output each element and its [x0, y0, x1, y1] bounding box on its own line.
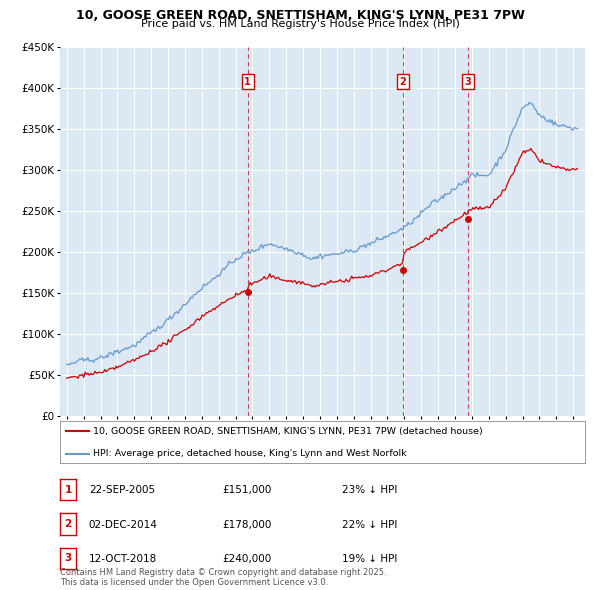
Text: 02-DEC-2014: 02-DEC-2014 — [89, 520, 158, 530]
Text: 2: 2 — [400, 77, 406, 87]
Text: 19% ↓ HPI: 19% ↓ HPI — [342, 554, 397, 564]
Text: 3: 3 — [465, 77, 472, 87]
Text: 3: 3 — [64, 553, 72, 563]
Text: 1: 1 — [244, 77, 251, 87]
Text: 2: 2 — [64, 519, 72, 529]
Text: Price paid vs. HM Land Registry's House Price Index (HPI): Price paid vs. HM Land Registry's House … — [140, 19, 460, 30]
Text: 12-OCT-2018: 12-OCT-2018 — [89, 554, 157, 564]
Text: 23% ↓ HPI: 23% ↓ HPI — [342, 486, 397, 496]
Text: 1: 1 — [64, 485, 72, 494]
Text: £178,000: £178,000 — [222, 520, 271, 530]
Text: 22% ↓ HPI: 22% ↓ HPI — [342, 520, 397, 530]
Text: £240,000: £240,000 — [222, 554, 271, 564]
Text: 22-SEP-2005: 22-SEP-2005 — [89, 486, 155, 496]
Text: Contains HM Land Registry data © Crown copyright and database right 2025.
This d: Contains HM Land Registry data © Crown c… — [60, 568, 386, 587]
Text: 10, GOOSE GREEN ROAD, SNETTISHAM, KING'S LYNN, PE31 7PW: 10, GOOSE GREEN ROAD, SNETTISHAM, KING'S… — [76, 9, 524, 22]
Text: £151,000: £151,000 — [222, 486, 271, 496]
Text: HPI: Average price, detached house, King's Lynn and West Norfolk: HPI: Average price, detached house, King… — [93, 450, 407, 458]
Text: 10, GOOSE GREEN ROAD, SNETTISHAM, KING'S LYNN, PE31 7PW (detached house): 10, GOOSE GREEN ROAD, SNETTISHAM, KING'S… — [93, 427, 483, 436]
